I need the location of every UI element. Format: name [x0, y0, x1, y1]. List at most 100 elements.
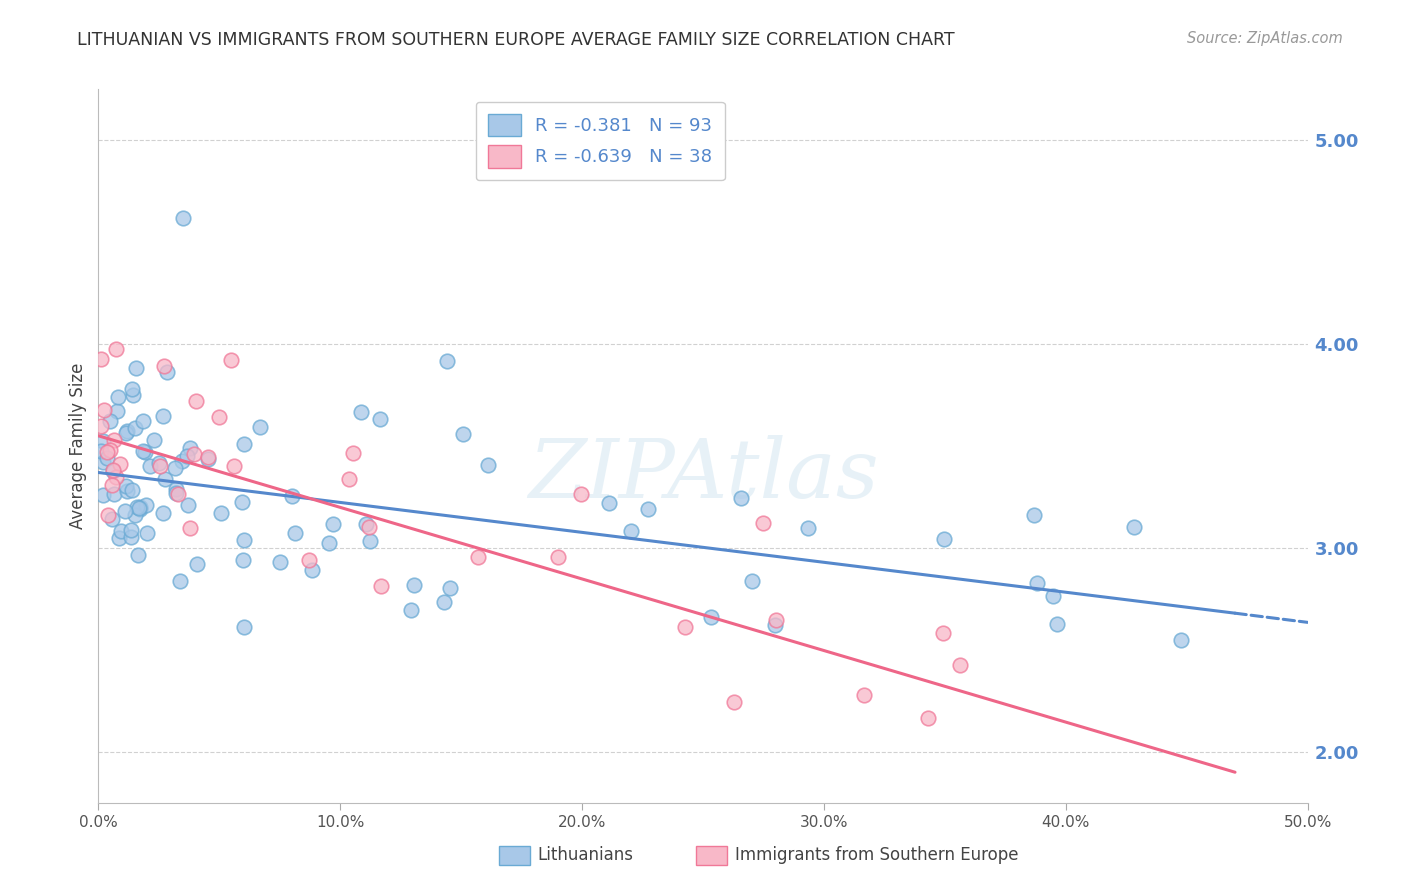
Point	[932, 625, 955, 640]
Point	[350, 405, 373, 419]
Point	[132, 443, 155, 458]
Point	[949, 657, 972, 672]
Point	[125, 500, 148, 514]
Point	[149, 459, 172, 474]
Point	[124, 361, 146, 376]
Point	[134, 445, 156, 459]
Point	[101, 511, 124, 525]
Point	[208, 410, 231, 425]
Point	[318, 536, 340, 550]
Point	[152, 506, 174, 520]
Point	[104, 342, 127, 356]
Point	[917, 711, 939, 725]
Point	[153, 359, 176, 374]
Point	[142, 433, 165, 447]
Point	[1045, 617, 1067, 632]
Point	[284, 525, 307, 540]
Point	[177, 498, 200, 512]
Point	[197, 451, 219, 466]
Point	[156, 365, 179, 379]
Point	[105, 469, 128, 483]
Point	[91, 454, 114, 468]
Point	[107, 391, 129, 405]
Point	[765, 614, 787, 628]
Point	[1170, 632, 1192, 647]
Point	[101, 464, 124, 478]
Point	[96, 445, 118, 459]
Point	[477, 458, 499, 472]
Point	[127, 549, 149, 563]
Point	[673, 620, 696, 634]
Point	[231, 495, 253, 509]
Point	[183, 447, 205, 461]
Point	[172, 211, 194, 225]
Point	[1022, 508, 1045, 522]
Point	[571, 487, 593, 501]
Point	[853, 689, 876, 703]
Point	[197, 450, 219, 464]
Point	[103, 434, 125, 448]
Point	[110, 524, 132, 539]
Point	[121, 483, 143, 497]
Point	[370, 579, 392, 593]
Point	[232, 436, 254, 450]
Point	[301, 564, 323, 578]
Point	[186, 557, 208, 571]
Point	[222, 458, 245, 473]
Point	[232, 553, 254, 567]
Point	[129, 502, 152, 516]
Point	[1123, 520, 1146, 534]
Point	[136, 526, 159, 541]
Point	[723, 695, 745, 709]
Text: ZIPAtlas: ZIPAtlas	[527, 434, 879, 515]
Point	[322, 517, 344, 532]
Text: Immigrants from Southern Europe: Immigrants from Southern Europe	[735, 847, 1019, 864]
Point	[115, 425, 138, 440]
Point	[100, 414, 122, 428]
Point	[96, 450, 118, 465]
Point	[135, 498, 157, 512]
Point	[148, 456, 170, 470]
Text: LITHUANIAN VS IMMIGRANTS FROM SOUTHERN EUROPE AVERAGE FAMILY SIZE CORRELATION CH: LITHUANIAN VS IMMIGRANTS FROM SOUTHERN E…	[77, 31, 955, 49]
Point	[120, 530, 142, 544]
Point	[1025, 576, 1047, 591]
Point	[401, 603, 423, 617]
Point	[176, 449, 198, 463]
Point	[120, 523, 142, 537]
Point	[752, 516, 775, 530]
Point	[547, 549, 569, 564]
Point	[763, 618, 786, 632]
Y-axis label: Average Family Size: Average Family Size	[69, 363, 87, 529]
Point	[232, 533, 254, 548]
Point	[436, 353, 458, 368]
Point	[730, 491, 752, 505]
Point	[298, 552, 321, 566]
Point	[129, 500, 152, 514]
Point	[124, 508, 146, 523]
Legend: R = -0.381   N = 93, R = -0.639   N = 38: R = -0.381 N = 93, R = -0.639 N = 38	[475, 102, 725, 180]
Point	[1042, 589, 1064, 603]
Point	[90, 444, 112, 458]
Point	[165, 482, 187, 496]
Point	[598, 496, 620, 510]
Point	[269, 555, 291, 569]
Point	[93, 403, 115, 417]
Point	[619, 524, 641, 538]
Point	[90, 419, 112, 434]
Point	[700, 610, 723, 624]
Point	[139, 459, 162, 474]
Point	[115, 484, 138, 499]
Point	[152, 409, 174, 423]
Point	[91, 434, 114, 448]
Point	[439, 581, 461, 595]
Point	[368, 412, 391, 426]
Point	[337, 473, 360, 487]
Point	[179, 521, 201, 535]
Point	[97, 508, 120, 522]
Point	[167, 487, 190, 501]
Point	[165, 486, 187, 500]
Point	[103, 487, 125, 501]
Point	[281, 489, 304, 503]
Point	[249, 419, 271, 434]
Point	[128, 500, 150, 515]
